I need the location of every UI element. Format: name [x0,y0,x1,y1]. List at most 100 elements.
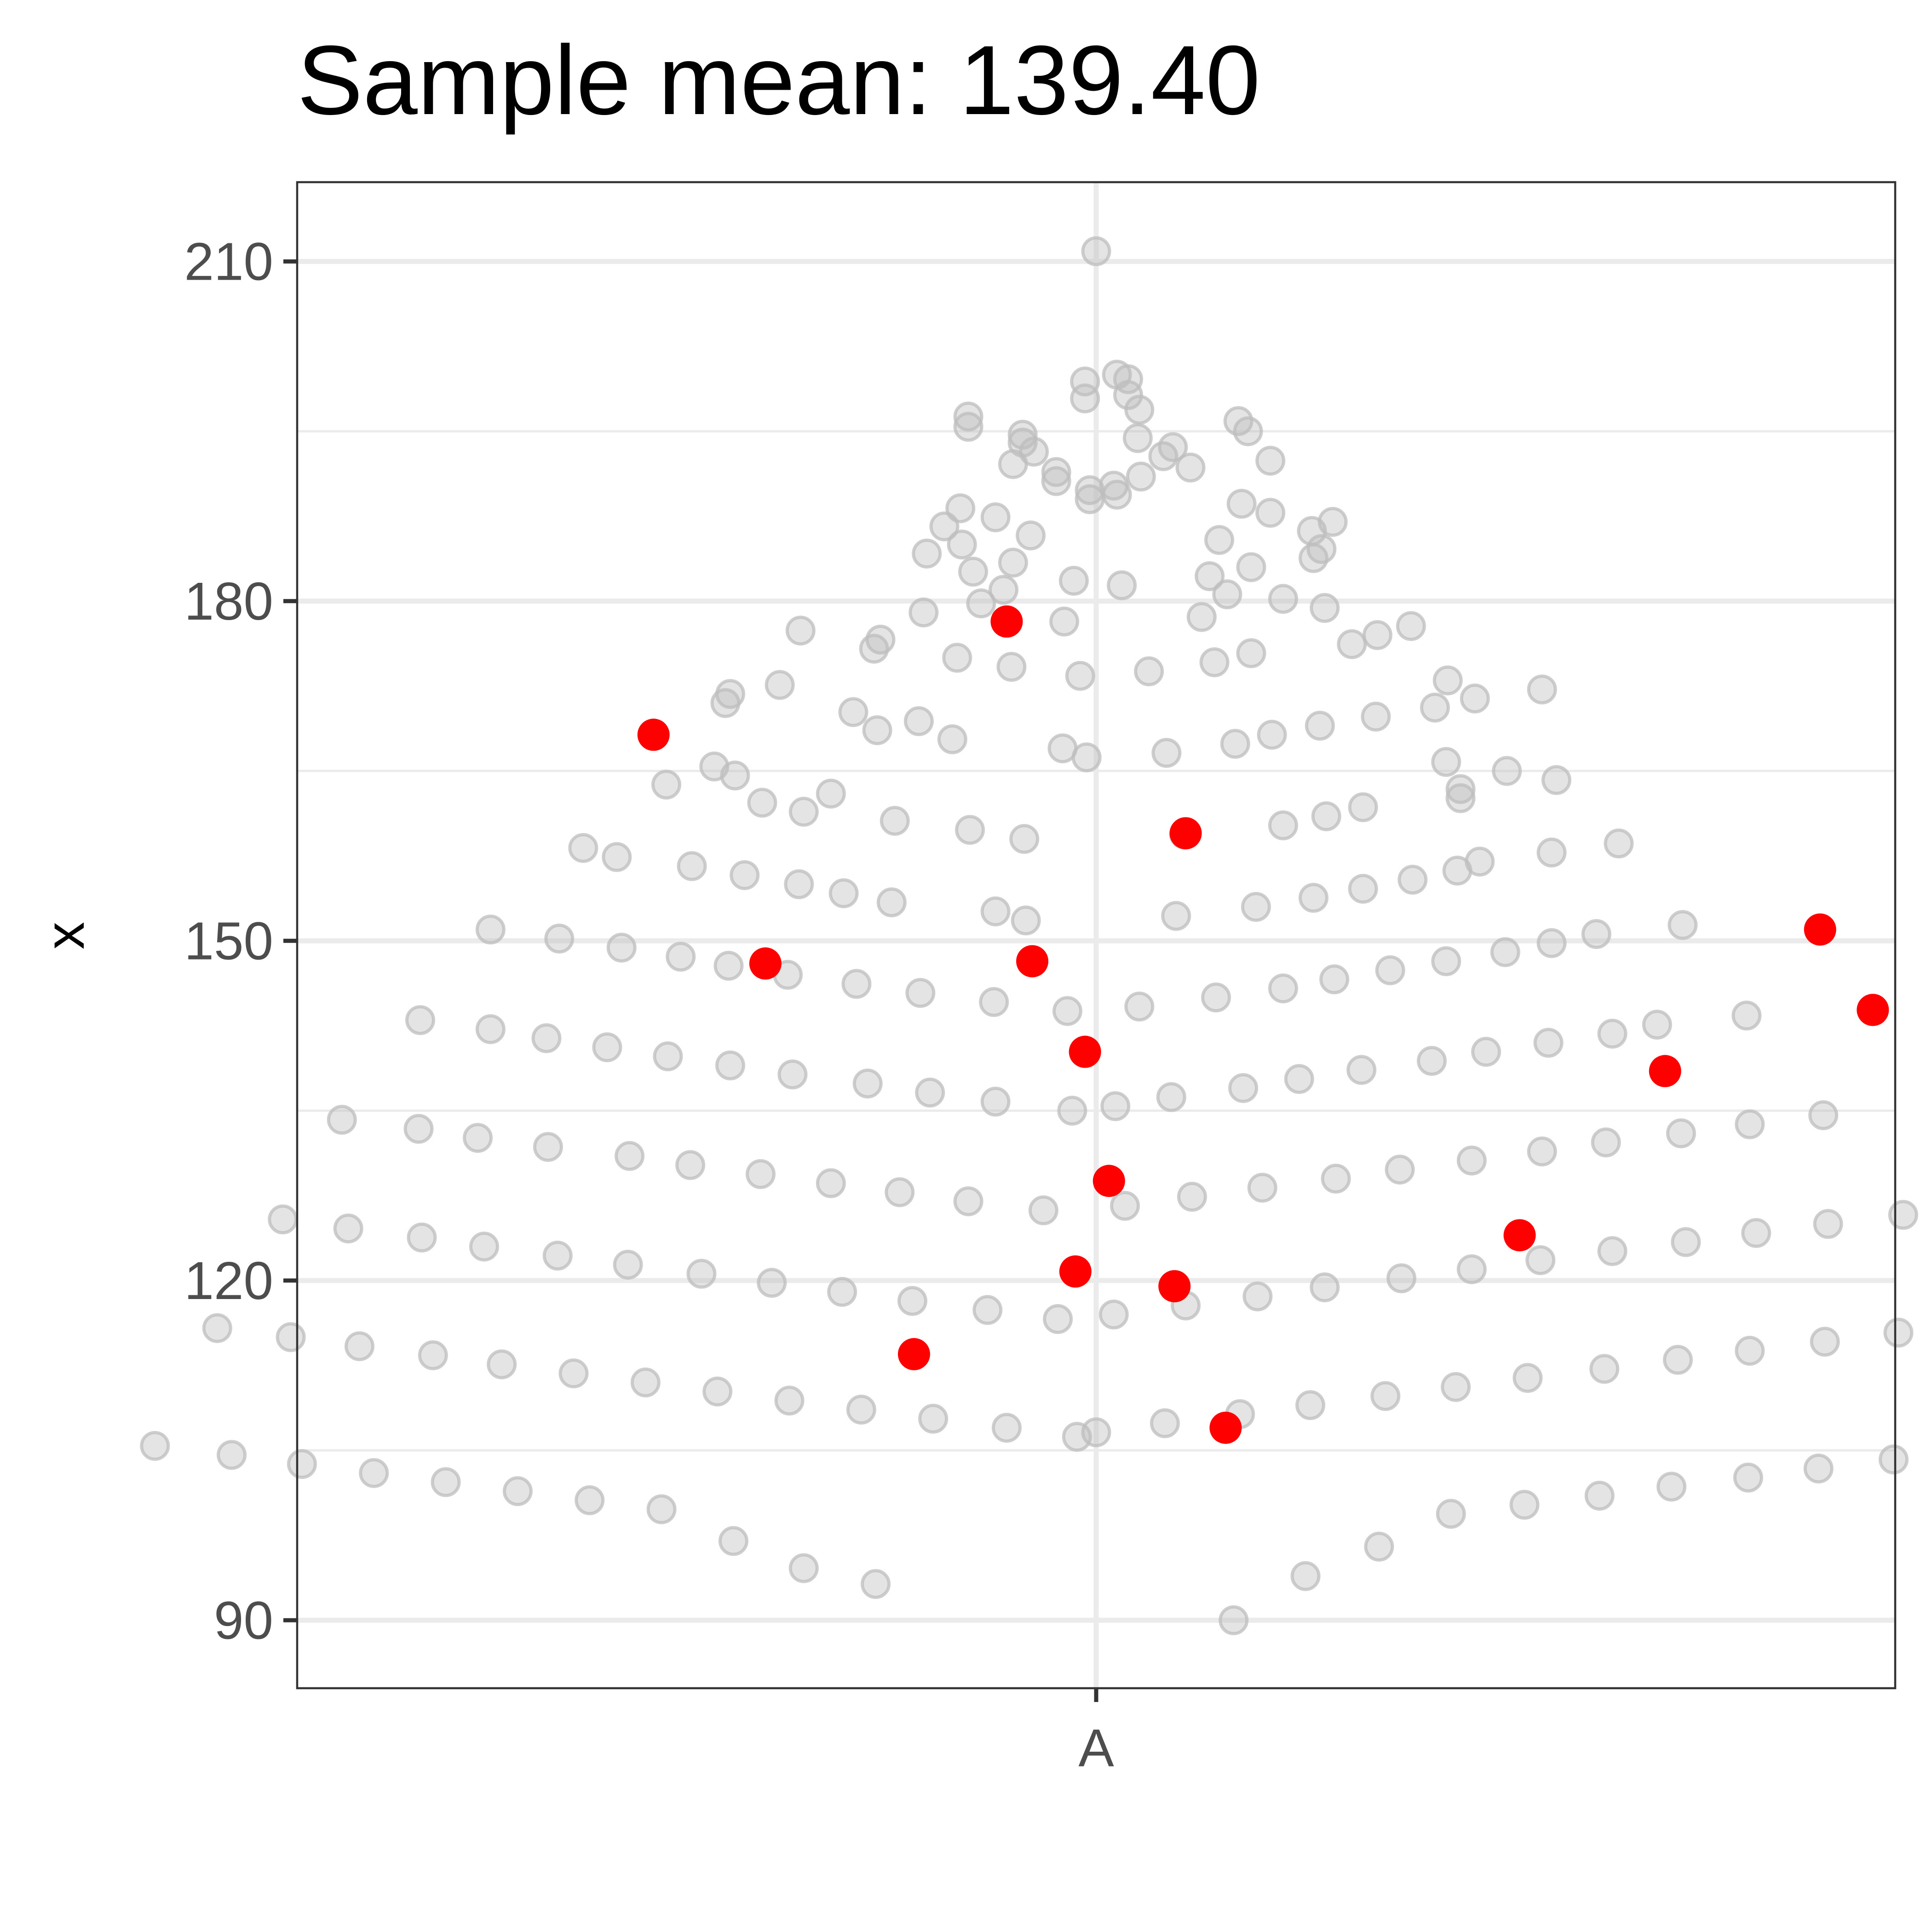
population-point [1883,1317,1914,1348]
population-point [980,896,1011,926]
population-point [1527,1136,1557,1167]
population-point [469,1231,499,1262]
grid-lines [297,182,1895,1688]
population-point [463,1123,493,1153]
population-point [1148,441,1179,472]
population-point [202,1313,232,1343]
chart-title: Sample mean: 139.40 [297,25,1260,135]
sample-point [990,605,1023,638]
population-point [991,1413,1022,1443]
sample-point [1169,817,1202,850]
population-point [613,1249,643,1280]
population-point [1195,561,1225,592]
population-point [1241,891,1271,922]
sample-point [1016,945,1049,978]
population-point [344,1331,374,1362]
population-point [1219,1605,1249,1635]
population-points [140,236,1918,1635]
population-point [1512,1363,1543,1393]
population-point [979,987,1009,1017]
population-point [1420,692,1450,723]
population-point [1052,996,1082,1026]
population-point [1604,828,1634,859]
population-point [827,1276,857,1307]
sample-point [1804,913,1836,946]
population-point [1385,1155,1415,1185]
population-point [785,615,816,646]
population-point [1212,579,1242,610]
population-point [905,978,936,1008]
population-point [1668,910,1698,940]
population-point [1233,416,1263,447]
population-point [955,815,985,845]
population-point [1456,1254,1487,1284]
population-point [1102,479,1132,510]
population-point [788,797,819,827]
y-tick-label: 90 [214,1590,273,1650]
population-point [1110,1190,1140,1221]
population-point [1041,466,1071,496]
population-point [431,1467,461,1497]
population-point [630,1367,661,1397]
population-point [852,1068,883,1098]
y-axis-label: x [34,922,96,949]
population-point [1228,1073,1259,1103]
population-point [1346,1055,1377,1085]
population-point [953,412,983,442]
population-point [1441,1372,1471,1402]
population-point [1290,1561,1321,1591]
population-point [602,842,632,872]
population-point [1397,864,1428,895]
axes: 90 120 150 180 210 A [184,231,1114,1778]
population-point [1175,452,1206,483]
population-point [765,670,795,700]
population-point [816,778,846,809]
population-point [333,1213,363,1244]
population-point [1527,674,1557,705]
population-point [1124,991,1155,1022]
population-point [972,1295,1003,1325]
population-point [915,1077,945,1108]
population-point [1236,552,1266,582]
population-point [1364,1531,1394,1562]
population-point [1386,1263,1417,1294]
population-point [646,1494,677,1524]
population-point [1396,611,1426,641]
population-point [1058,566,1089,596]
population-point [1666,1118,1696,1149]
population-point [774,1386,805,1416]
population-point [1808,1100,1839,1130]
population-point [140,1431,170,1461]
sample-point [1069,1035,1101,1068]
population-point [1492,756,1522,786]
y-tick-label: 120 [184,1251,273,1311]
population-point [1268,973,1298,1004]
population-point [876,887,907,918]
population-point [903,706,934,736]
population-point [1186,602,1217,632]
population-point [908,597,939,627]
population-point [966,588,996,619]
population-point [217,1440,247,1470]
population-point [1298,543,1328,573]
population-point [606,932,637,963]
population-point [1888,1200,1918,1230]
population-point [1671,1227,1701,1257]
population-point [1731,1000,1762,1031]
population-point [841,969,872,999]
population-point [953,1186,983,1216]
population-point [747,788,777,818]
population-point [989,575,1019,605]
population-point [998,547,1028,578]
population-point [859,633,889,664]
population-point [1016,520,1046,551]
population-point [1041,457,1071,487]
population-point [1589,1354,1620,1384]
population-point [713,950,744,981]
population-point [1134,656,1164,686]
population-point [757,1268,787,1298]
population-point [675,1150,706,1180]
population-point [1879,1444,1909,1475]
population-point [1204,525,1234,555]
population-point [1268,810,1298,840]
